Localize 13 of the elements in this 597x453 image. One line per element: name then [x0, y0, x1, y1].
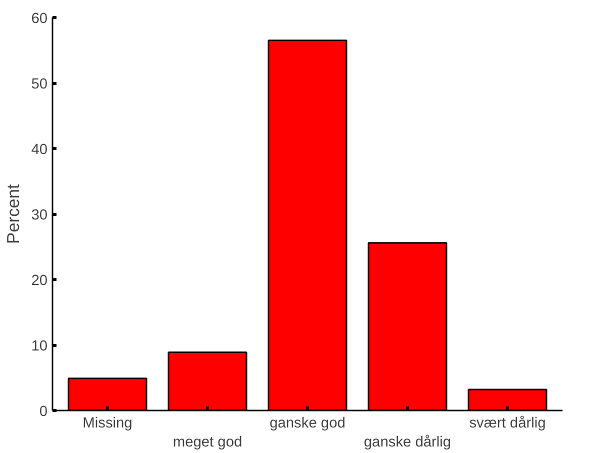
- x-tick-label: ganske dårlig: [364, 434, 452, 451]
- y-tick-label: 40: [31, 142, 48, 158]
- y-tick-label: 50: [31, 76, 48, 92]
- x-tick-label: ganske god: [270, 416, 346, 432]
- y-tick-label: 20: [31, 273, 48, 289]
- x-tick-label: svært dårlig: [469, 416, 546, 432]
- y-tick-label: 60: [31, 11, 48, 27]
- x-tick-label: Missing: [82, 416, 132, 432]
- y-tick-label: 30: [31, 208, 48, 224]
- y-tick-label: 10: [31, 338, 48, 354]
- y-axis-title: Percent: [3, 184, 24, 244]
- y-tick-label: 0: [39, 404, 48, 420]
- x-tick-label: meget god: [172, 434, 242, 451]
